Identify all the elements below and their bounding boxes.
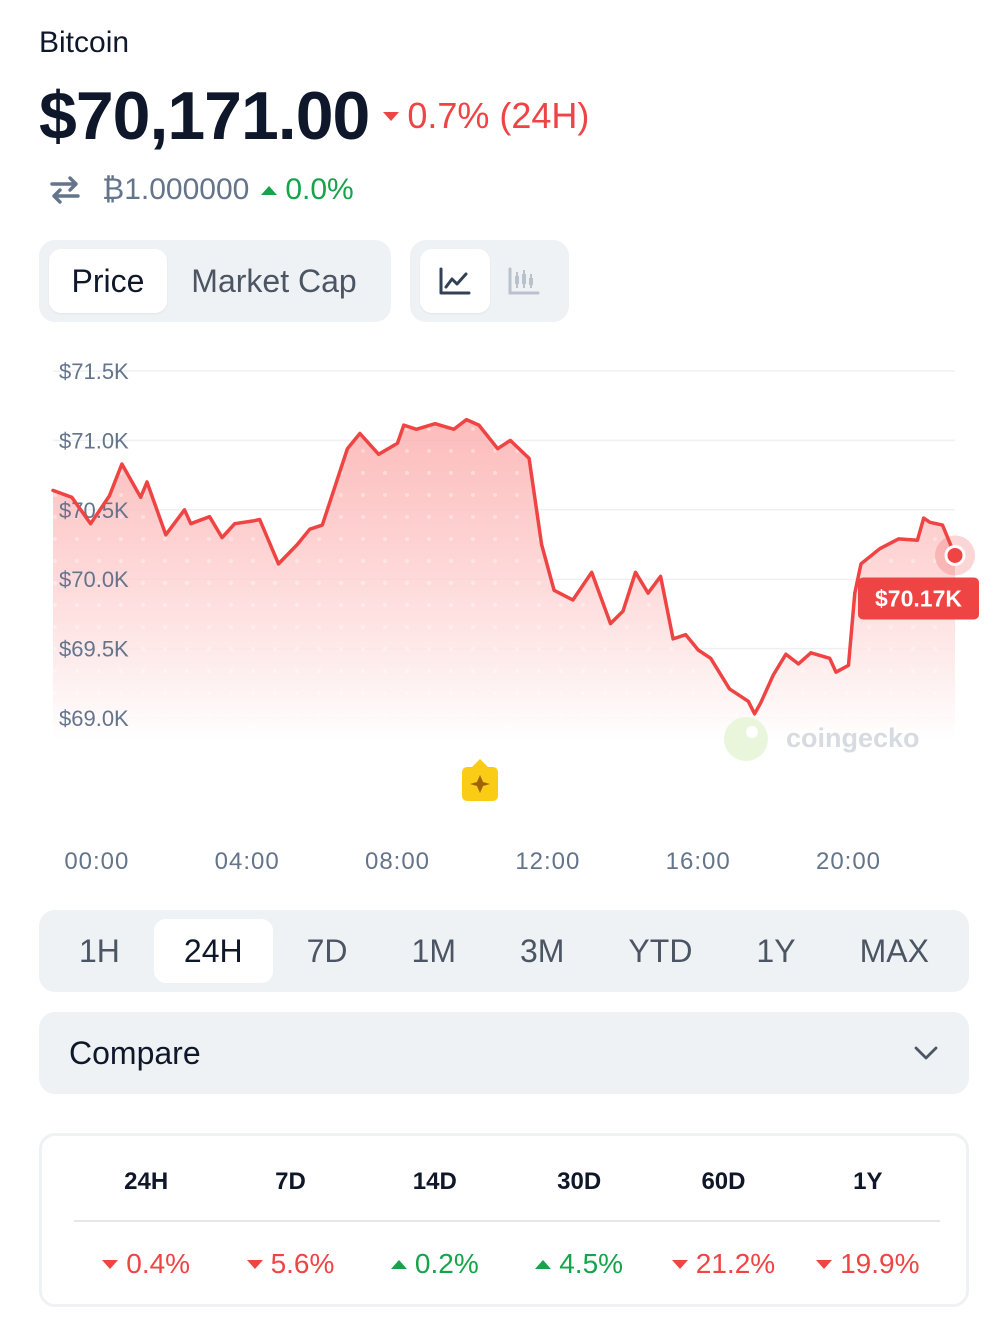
current-price: $70,171.00 (39, 78, 370, 154)
watermark-text: coingecko (786, 723, 920, 753)
current-price-label: $70.17K (875, 585, 962, 611)
y-tick-label: $71.5K (59, 359, 129, 384)
price-chart[interactable]: $71.5K$71.0K$70.5K$70.0K$69.5K$69.0K coi… (0, 340, 1005, 820)
performance-value-text: 0.2% (414, 1248, 479, 1279)
performance-value-1y: 19.9% (796, 1244, 940, 1284)
line-chart-icon (439, 267, 471, 295)
range-7d-button[interactable]: 7D (306, 932, 348, 969)
performance-value-7d: 5.6% (218, 1244, 362, 1284)
x-tick-label: 20:00 (815, 848, 882, 875)
performance-value-text: 21.2% (695, 1248, 776, 1279)
divider (74, 1220, 940, 1222)
performance-value-60d: 21.2% (651, 1244, 795, 1284)
btc-value: ₿1.000000 (102, 173, 250, 206)
triangle-down-icon (246, 1259, 263, 1269)
btc-change: 0.0% (261, 173, 354, 207)
performance-period-14d: 14D (412, 1168, 457, 1195)
btc-change-value: 0.0% (285, 173, 354, 206)
current-price-label-bg (858, 577, 979, 620)
x-tick-label: 04:00 (214, 848, 280, 875)
x-axis-labels: 00:00 04:00 08:00 12:00 16:00 20:00 (0, 848, 1005, 880)
current-point (944, 544, 966, 566)
performance-value-text: 5.6% (270, 1248, 335, 1279)
tab-market-cap[interactable]: Market Cap (191, 262, 357, 299)
range-ytd-button[interactable]: YTD (628, 932, 693, 969)
range-24h-button[interactable]: 24H (153, 919, 273, 983)
performance-value-24h: 0.4% (74, 1244, 218, 1284)
performance-value-14d: 0.2% (363, 1244, 507, 1284)
y-tick-label: $69.5K (59, 637, 129, 662)
sparkle-icon (470, 775, 490, 793)
line-chart-button[interactable] (420, 249, 490, 313)
range-max-button[interactable]: MAX (859, 932, 929, 969)
time-range-selector: 1H 24H 7D 1M 3M YTD 1Y MAX (39, 910, 969, 992)
triangle-down-icon (102, 1259, 119, 1269)
performance-value-text: 19.9% (840, 1248, 920, 1279)
y-tick-label: $71.0K (59, 428, 129, 453)
triangle-up-icon (535, 1259, 552, 1269)
x-tick-label: 12:00 (515, 848, 581, 875)
performance-period-30d: 30D (557, 1168, 602, 1195)
coingecko-eye-icon (746, 726, 758, 738)
triangle-up-icon (390, 1259, 407, 1269)
event-marker[interactable] (462, 759, 498, 801)
price-change: 0.7% (24H) (383, 95, 589, 137)
performance-header-row: 24H 7D 14D 30D 60D 1Y (74, 1164, 940, 1200)
candlestick-chart-icon (508, 267, 540, 295)
area-dot-pattern (53, 419, 955, 740)
price-change-value: 0.7% (24H) (407, 95, 590, 136)
x-tick-label: 08:00 (364, 848, 431, 875)
btc-conversion-row: ₿1.000000 0.0% (48, 170, 354, 210)
chart-type-toggle (410, 240, 569, 322)
swap-arrows-icon[interactable] (48, 173, 82, 207)
price-row: $70,171.00 0.7% (24H) (39, 76, 589, 156)
x-tick-label: 16:00 (665, 848, 731, 875)
y-tick-label: $69.0K (59, 706, 129, 731)
y-tick-label: $70.0K (59, 567, 129, 592)
metric-toggle: Price Market Cap (39, 240, 391, 322)
performance-period-7d: 7D (275, 1168, 306, 1195)
range-1h-button[interactable]: 1H (79, 932, 120, 969)
compare-dropdown[interactable]: Compare (39, 1012, 969, 1094)
performance-table: 24H 7D 14D 30D 60D 1Y 0.4% 5.6% 0.2% 4.5% 21.2% 19… (39, 1133, 969, 1307)
tab-price[interactable]: Price (49, 249, 167, 313)
range-1m-button[interactable]: 1M (411, 932, 456, 969)
range-1y-button[interactable]: 1Y (756, 932, 796, 969)
chevron-down-icon (914, 1046, 938, 1060)
price-line (51, 417, 957, 716)
candlestick-chart-button[interactable] (490, 249, 560, 313)
performance-value-30d: 4.5% (507, 1244, 651, 1284)
performance-period-1y: 1Y (853, 1168, 883, 1195)
performance-period-24h: 24H (124, 1168, 169, 1195)
triangle-down-icon (383, 111, 400, 121)
performance-value-text: 0.4% (126, 1248, 191, 1279)
triangle-down-icon (816, 1259, 833, 1269)
performance-value-text: 4.5% (559, 1248, 624, 1279)
triangle-down-icon (671, 1259, 688, 1269)
compare-label: Compare (69, 1034, 201, 1071)
performance-period-60d: 60D (701, 1168, 746, 1195)
triangle-up-icon (261, 185, 278, 195)
range-3m-button[interactable]: 3M (519, 932, 565, 969)
x-tick-label: 00:00 (64, 848, 130, 875)
performance-value-row: 0.4% 5.6% 0.2% 4.5% 21.2% 19.9% (74, 1244, 940, 1284)
coingecko-logo-icon (724, 717, 768, 761)
coin-name: Bitcoin (39, 26, 130, 59)
